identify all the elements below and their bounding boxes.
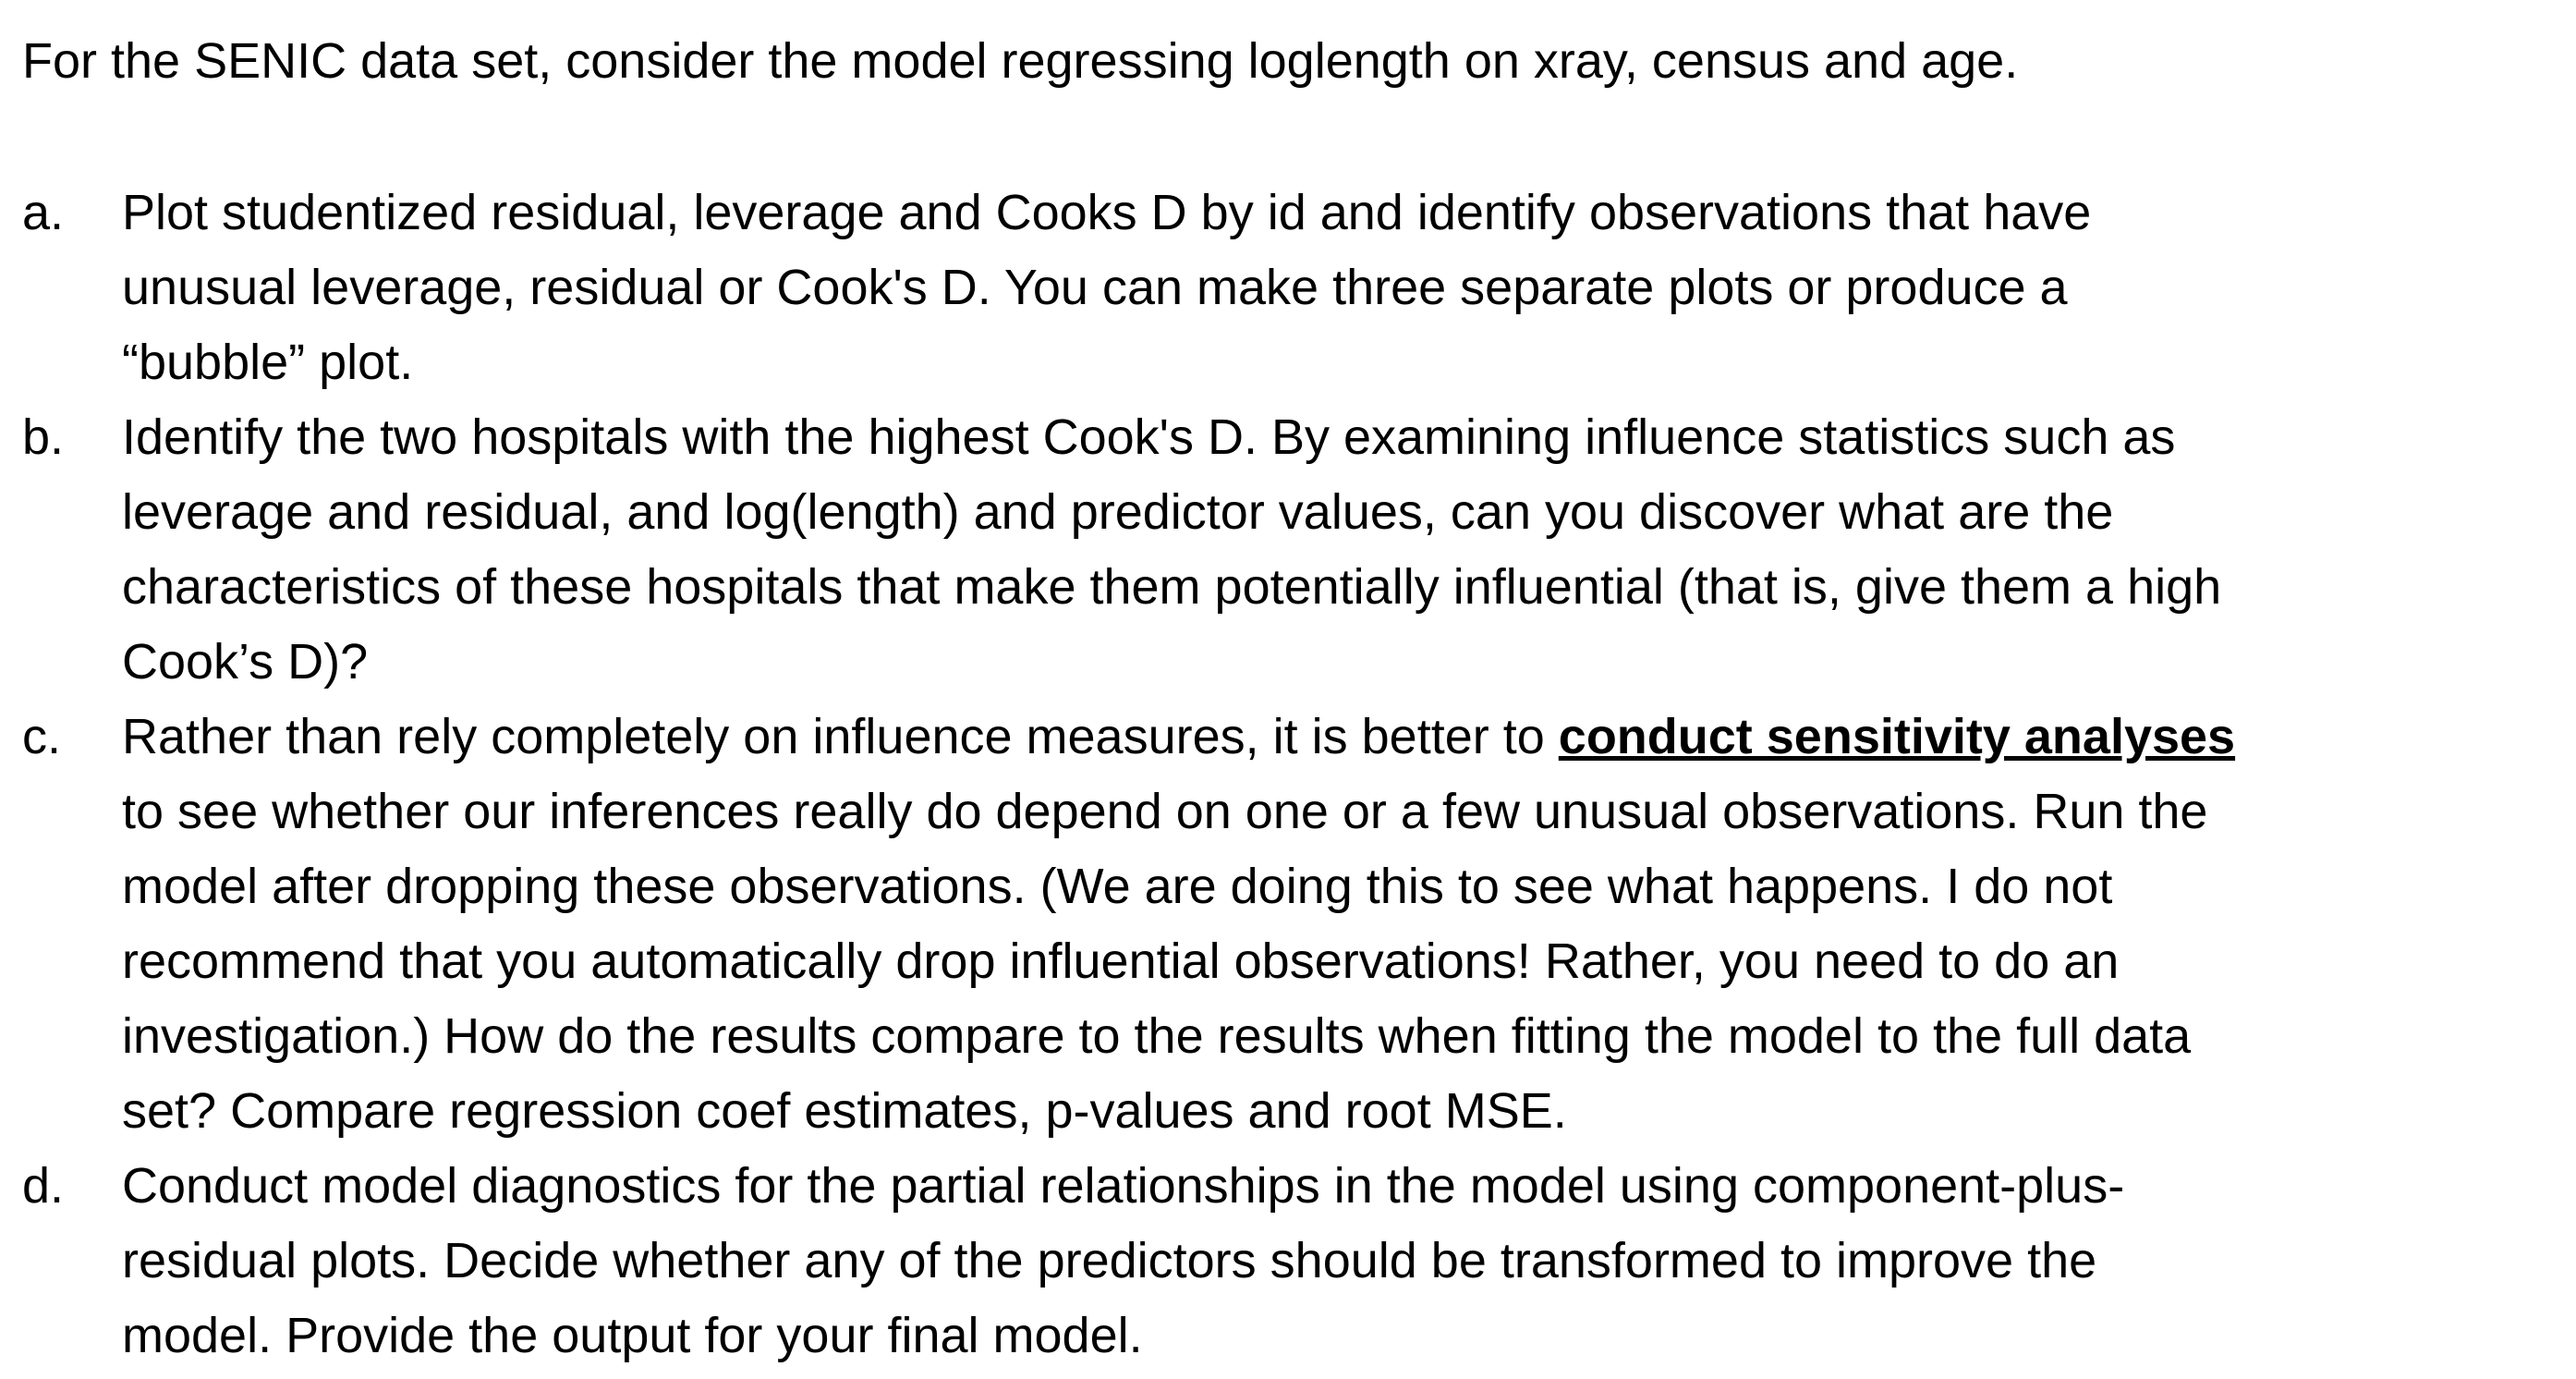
question-text: Plot studentized residual, leverage and …	[122, 176, 2554, 400]
text-segment: Rather than rely completely on influence…	[122, 709, 1559, 764]
text-line: set? Compare regression coef estimates, …	[122, 1083, 1567, 1139]
question-letter: b.	[22, 409, 65, 465]
emphasized-phrase: conduct sensitivity analyses	[1558, 709, 2236, 764]
text-line: Identify the two hospitals with the high…	[122, 409, 2176, 465]
text-line: characteristics of these hospitals that …	[122, 559, 2222, 615]
text-line: to see whether our inferences really do …	[122, 784, 2208, 839]
text-line: residual plots. Decide whether any of th…	[122, 1233, 2097, 1288]
question-b: b. Identify the two hospitals with the h…	[22, 400, 2554, 700]
question-letter: c.	[22, 709, 62, 764]
intro-paragraph: For the SENIC data set, consider the mod…	[22, 33, 2019, 89]
text-line: investigation.) How do the results compa…	[122, 1008, 2192, 1064]
text-line: model. Provide the output for your final…	[122, 1308, 1143, 1363]
question-c: c. Rather than rely completely on influe…	[22, 700, 2554, 1149]
text-line: leverage and residual, and log(length) a…	[122, 484, 2114, 540]
text-line: unusual leverage, residual or Cook's D. …	[122, 260, 2068, 315]
question-text: Rather than rely completely on influence…	[122, 700, 2554, 1149]
question-text: Conduct model diagnostics for the partia…	[122, 1149, 2554, 1373]
question-letter: d.	[22, 1158, 65, 1214]
question-text: Identify the two hospitals with the high…	[122, 400, 2554, 700]
text-line: Conduct model diagnostics for the partia…	[122, 1158, 2125, 1214]
text-line-with-emphasis: Rather than rely completely on influence…	[122, 700, 2554, 775]
question-a: a. Plot studentized residual, leverage a…	[22, 176, 2554, 400]
question-letter: a.	[22, 185, 65, 240]
text-line: Cook’s D)?	[122, 634, 369, 690]
question-d: d. Conduct model diagnostics for the par…	[22, 1149, 2554, 1373]
question-list: a. Plot studentized residual, leverage a…	[22, 176, 2554, 1373]
text-line: “bubble” plot.	[122, 335, 414, 390]
text-line: Plot studentized residual, leverage and …	[122, 185, 2092, 240]
text-line: model after dropping these observations.…	[122, 859, 2113, 914]
text-line: recommend that you automatically drop in…	[122, 934, 2120, 989]
